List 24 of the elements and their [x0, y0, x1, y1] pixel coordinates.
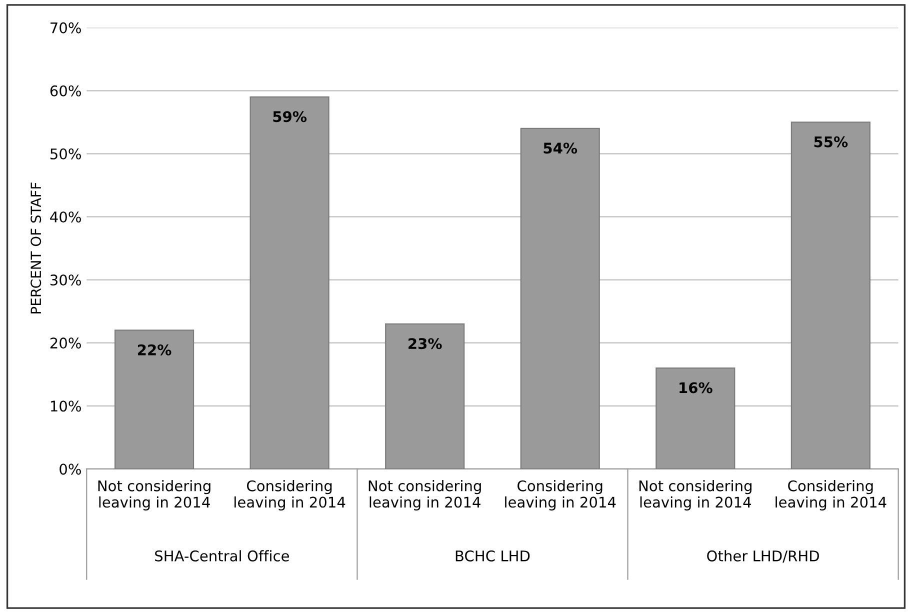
data-label: 16%	[680, 382, 712, 394]
x-tick-label: Considering leaving in 2014	[505, 480, 616, 510]
y-tick-label: 20%	[50, 338, 81, 349]
text: BCHC LHD	[456, 550, 530, 562]
text: SHA-Central Office	[155, 550, 289, 562]
y-tick-label: 70%	[50, 22, 81, 34]
data-label: 59%	[273, 111, 307, 122]
y-tick-label: 10%	[50, 400, 81, 412]
x-tick-label: Not considering leaving in 2014	[368, 480, 481, 510]
y-tick-label: 0%	[60, 464, 81, 475]
x-tick-label: Considering leaving in 2014	[776, 480, 886, 510]
data-label: 55%	[814, 136, 848, 148]
x-tick-label: Considering leaving in 2014	[234, 480, 346, 510]
x-tick-label: Not considering leaving in 2014	[639, 480, 752, 510]
y-tick-label: 40%	[50, 211, 81, 222]
y-tick-label: 30%	[50, 274, 81, 286]
data-label: 22%	[138, 344, 172, 356]
x-tick-label: Not considering leaving in 2014	[98, 480, 210, 510]
y-axis-title: PERCENT OF STAFF	[30, 182, 42, 314]
data-label: 54%	[544, 142, 578, 154]
data-label: 23%	[408, 338, 442, 350]
text: Other LHD/RHD	[707, 550, 819, 563]
y-tick-label: 60%	[50, 85, 81, 96]
y-tick-label: 50%	[50, 148, 81, 160]
